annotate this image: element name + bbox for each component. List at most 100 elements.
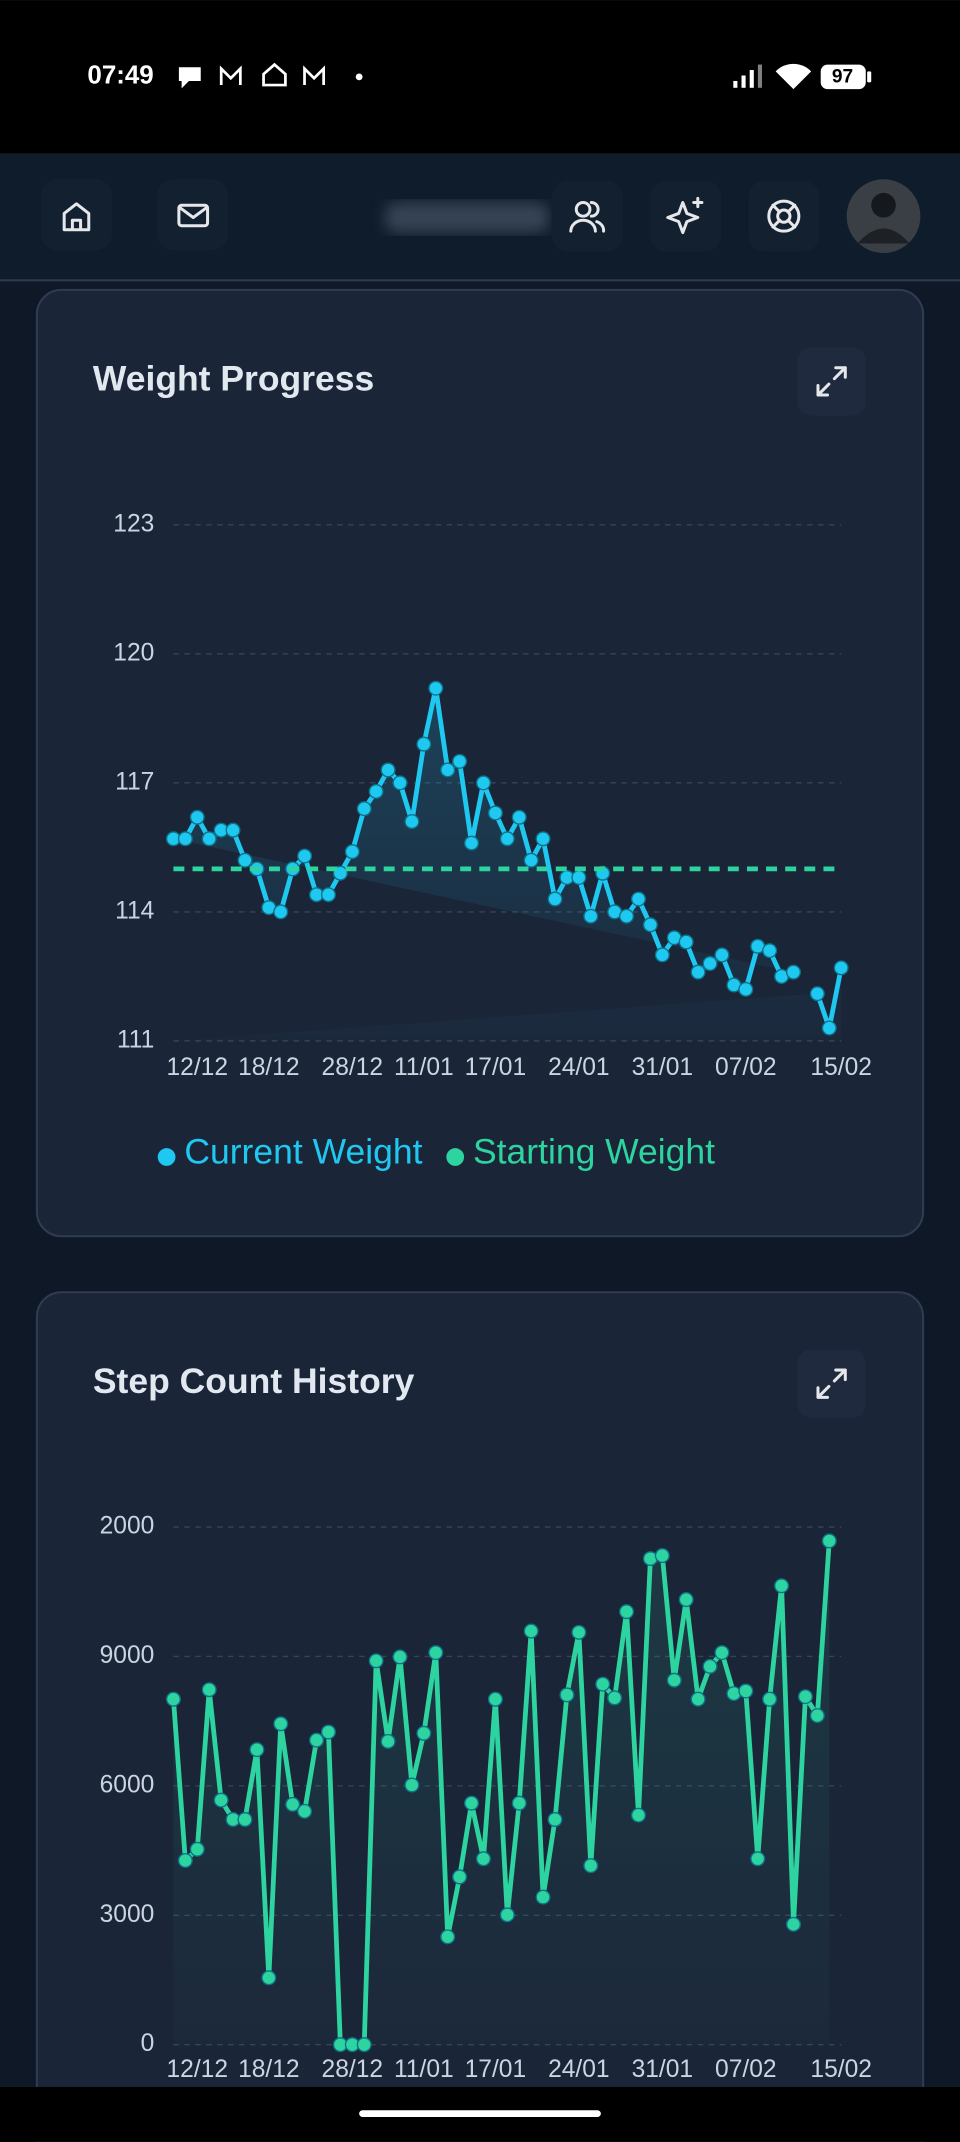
data-point — [559, 1687, 575, 1703]
y-tick-label: 123 — [113, 510, 154, 537]
data-point — [595, 1676, 611, 1692]
x-tick-label: 24/01 — [548, 2056, 610, 2083]
data-point — [177, 831, 193, 847]
data-point — [738, 1683, 754, 1699]
data-point — [714, 947, 730, 963]
mail-button[interactable] — [157, 179, 229, 251]
x-tick-label: 31/01 — [632, 2056, 694, 2083]
data-point — [654, 947, 670, 963]
data-point — [523, 1623, 539, 1639]
data-point — [821, 1020, 837, 1036]
data-point — [404, 1777, 420, 1793]
data-point — [237, 852, 253, 868]
y-tick-label: 114 — [115, 897, 154, 924]
data-point — [642, 917, 658, 933]
area-fill — [173, 688, 842, 1041]
system-icons — [733, 63, 872, 90]
x-tick-label: 15/02 — [810, 2056, 872, 2083]
data-point — [416, 1725, 432, 1741]
data-point — [583, 908, 599, 924]
data-point — [165, 1691, 181, 1707]
legend-marker — [157, 1148, 176, 1166]
data-point — [380, 1733, 396, 1749]
data-point — [666, 1672, 682, 1688]
y-tick-label: 6000 — [100, 1771, 155, 1798]
x-tick-label: 15/02 — [810, 1054, 872, 1081]
data-point — [452, 753, 468, 769]
data-point — [273, 1716, 289, 1732]
community-button[interactable] — [551, 180, 623, 252]
home-button[interactable] — [40, 179, 112, 251]
data-point — [821, 1533, 837, 1549]
x-tick-label: 24/01 — [548, 1054, 610, 1081]
data-point — [273, 904, 289, 920]
data-point — [368, 783, 384, 799]
x-tick-label: 07/02 — [715, 1054, 777, 1081]
data-point — [797, 1689, 813, 1705]
data-point — [785, 1916, 802, 1932]
data-point — [297, 1803, 313, 1819]
notification-icons — [178, 62, 363, 89]
data-point — [225, 822, 241, 838]
data-point — [833, 960, 849, 976]
x-tick-label: 28/12 — [322, 2056, 384, 2083]
data-point — [774, 1578, 790, 1594]
data-point — [297, 848, 313, 864]
data-point — [750, 1851, 766, 1867]
data-point — [571, 869, 587, 886]
profile-avatar[interactable] — [846, 179, 921, 254]
x-tick-label: 17/01 — [465, 1054, 527, 1081]
support-button[interactable] — [748, 180, 820, 252]
data-point — [535, 831, 551, 847]
x-tick-label: 18/12 — [238, 1054, 300, 1081]
data-point — [452, 1869, 468, 1885]
data-point — [678, 934, 694, 950]
y-tick-label: 2000 — [100, 1513, 155, 1540]
x-tick-label: 17/01 — [465, 2056, 527, 2083]
data-point — [320, 1724, 336, 1740]
data-point — [356, 2037, 372, 2053]
data-point — [809, 986, 825, 1002]
data-point — [547, 891, 563, 907]
expand-button[interactable] — [797, 1349, 866, 1418]
data-point — [690, 1691, 706, 1707]
y-tick-label: 111 — [117, 1026, 154, 1053]
data-point — [619, 908, 635, 924]
data-point — [428, 1645, 444, 1661]
data-point — [499, 831, 515, 847]
data-point — [630, 1807, 646, 1823]
data-point — [440, 1929, 456, 1945]
home-indicator — [359, 2110, 601, 2118]
data-point — [201, 1682, 217, 1698]
data-point — [416, 736, 432, 752]
data-point — [344, 844, 360, 860]
status-time: 07:49 — [87, 62, 153, 90]
data-point — [464, 835, 480, 851]
data-point — [237, 1812, 253, 1828]
data-point — [785, 964, 802, 980]
data-point — [392, 1649, 408, 1665]
data-point — [619, 1604, 635, 1620]
x-tick-label: 18/12 — [238, 2056, 300, 2083]
data-point — [630, 891, 646, 907]
data-point — [309, 1732, 325, 1748]
data-point — [249, 1742, 265, 1758]
x-tick-label: 07/02 — [715, 2056, 777, 2083]
data-point — [201, 831, 217, 847]
x-tick-label: 11/01 — [394, 1054, 454, 1081]
legend-marker — [446, 1148, 465, 1166]
ai-button[interactable] — [650, 180, 722, 252]
data-point — [189, 1841, 205, 1857]
expand-button[interactable] — [797, 347, 866, 416]
data-point — [380, 762, 396, 778]
data-point — [213, 1792, 229, 1808]
y-tick-label: 3000 — [100, 1901, 155, 1928]
x-tick-label: 12/12 — [167, 1054, 229, 1081]
data-point — [368, 1653, 384, 1669]
data-point — [285, 1796, 301, 1812]
data-point — [738, 981, 754, 997]
data-point — [356, 801, 372, 817]
data-point — [440, 762, 456, 778]
data-point — [499, 1907, 515, 1923]
